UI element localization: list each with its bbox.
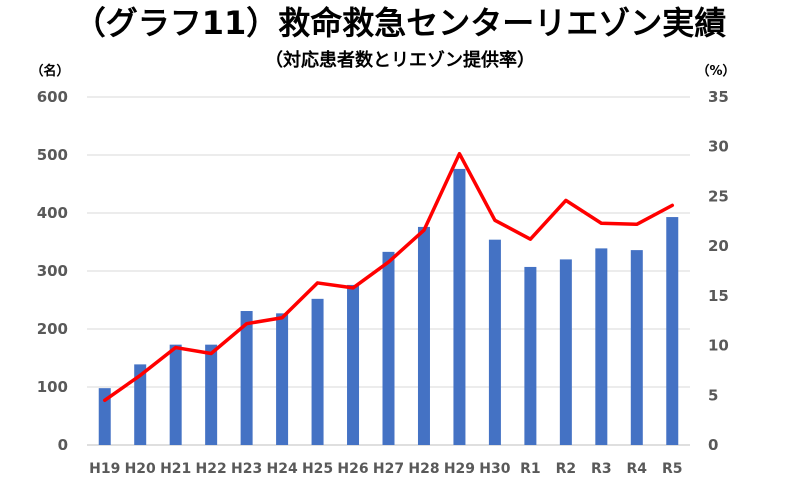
x-category-labels: H19 H20 H21 H22 H23 H24 H25 H26 H27 H28 H29 H30 R1 R2…: [89, 461, 682, 477]
x-category-label: H22: [196, 461, 227, 477]
y-right-unit: （%）: [696, 63, 735, 79]
y-right-tick-label: 15: [708, 287, 729, 305]
bar: [417, 226, 430, 445]
bar: [524, 266, 537, 445]
x-category-label: H23: [231, 461, 262, 477]
bar: [453, 168, 466, 446]
bar: [488, 239, 501, 445]
bar: [559, 259, 572, 445]
bar: [666, 217, 679, 445]
bar: [98, 388, 111, 445]
x-category-label: R3: [591, 461, 612, 477]
x-category-label: R4: [627, 461, 648, 477]
y-right-tick-label: 10: [708, 337, 729, 355]
y-right-tick-label: 25: [708, 187, 729, 205]
x-category-label: H30: [479, 461, 510, 477]
bar: [276, 313, 289, 445]
bar: [382, 251, 395, 445]
x-category-label: R1: [520, 461, 541, 477]
x-category-label: H20: [125, 461, 156, 477]
bar: [630, 250, 643, 445]
y-right-tick-label: 30: [708, 138, 729, 156]
x-category-label: H29: [444, 461, 475, 477]
line-series: [102, 151, 675, 403]
bar-series: [98, 168, 679, 446]
x-category-label: H19: [89, 461, 120, 477]
y-left-tick-label: 300: [37, 262, 68, 280]
y-left-tick-label: 600: [37, 88, 68, 106]
bar: [311, 298, 324, 445]
y-right-ticks: 0 5 10 15 20 25 30 35: [708, 88, 729, 454]
y-left-tick-label: 0: [58, 436, 68, 454]
x-category-label: H24: [266, 461, 297, 477]
bar: [595, 248, 608, 445]
y-left-tick-label: 500: [37, 146, 68, 164]
chart-subtitle: （対応患者数とリエゾン提供率）: [265, 49, 535, 71]
x-category-label: H21: [160, 461, 191, 477]
bar: [134, 364, 147, 445]
y-left-tick-label: 200: [37, 320, 68, 338]
bar: [169, 344, 182, 445]
bar: [205, 344, 218, 445]
y-right-tick-label: 20: [708, 237, 729, 255]
bar: [347, 284, 360, 445]
y-left-tick-label: 400: [37, 204, 68, 222]
x-category-label: R5: [662, 461, 683, 477]
bar: [240, 311, 253, 445]
x-category-label: H26: [337, 461, 368, 477]
x-category-label: H25: [302, 461, 333, 477]
y-left-unit: （名）: [30, 63, 69, 79]
y-left-ticks: 0 100 200 300 400 500 600: [37, 88, 68, 454]
y-right-tick-label: 35: [708, 88, 729, 106]
x-category-label: H28: [408, 461, 439, 477]
x-category-label: H27: [373, 461, 404, 477]
y-left-tick-label: 100: [37, 378, 68, 396]
y-right-tick-label: 5: [708, 386, 718, 404]
x-category-label: R2: [556, 461, 577, 477]
chart-title: （グラフ11）救命救急センターリエゾン実績: [74, 4, 727, 42]
y-right-tick-label: 0: [708, 436, 718, 454]
